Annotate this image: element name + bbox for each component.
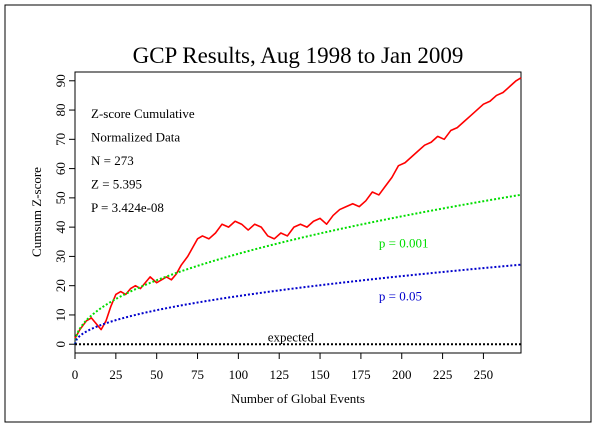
- series-labels: p = 0.001 p = 0.05 expected: [268, 236, 429, 345]
- stats-line: P = 3.424e-08: [91, 200, 164, 215]
- y-tick-label: 50: [53, 191, 68, 204]
- y-tick-label: 0: [53, 341, 68, 348]
- y-tick-label: 20: [53, 279, 68, 292]
- x-tick-label: 175: [351, 367, 371, 382]
- series-line-p001: [74, 193, 522, 345]
- figure-border: [4, 4, 592, 423]
- y-tick-label: 10: [53, 308, 68, 321]
- x-tick-label: 75: [191, 367, 204, 382]
- x-tick-label: 200: [392, 367, 412, 382]
- y-tick-label: 60: [53, 162, 68, 175]
- x-axis: 0 25 50 75 100 125 150 175 200 225 250: [72, 353, 493, 382]
- y-tick-label: 80: [53, 104, 68, 117]
- x-tick-label: 150: [310, 367, 330, 382]
- series-label-expected: expected: [268, 329, 315, 344]
- y-axis: 0 10 20 30 40 50 60 70 80 90: [53, 74, 75, 347]
- stats-block: Z-score Cumulative Normalized Data N = 273…: [91, 106, 195, 215]
- y-tick-label: 30: [53, 250, 68, 263]
- y-tick-label: 90: [53, 74, 68, 87]
- x-tick-label: 125: [269, 367, 289, 382]
- x-tick-label: 250: [474, 367, 494, 382]
- stats-line: Z = 5.395: [91, 177, 142, 192]
- plot-frame: [74, 71, 522, 354]
- x-tick-label: 225: [433, 367, 453, 382]
- stats-line: Z-score Cumulative: [91, 106, 195, 121]
- y-tick-label: 70: [53, 133, 68, 146]
- x-axis-label: Number of Global Events: [231, 391, 365, 406]
- stats-line: N = 273: [91, 153, 134, 168]
- y-tick-label: 40: [53, 221, 68, 234]
- series-line-p005: [74, 263, 522, 345]
- x-tick-label: 25: [109, 367, 122, 382]
- series-line-observed: [74, 77, 522, 339]
- stats-line: Normalized Data: [91, 130, 180, 145]
- y-axis-label: Cumsum Z-score: [29, 167, 44, 257]
- series-layer: [74, 77, 522, 346]
- series-label-p005: p = 0.05: [379, 288, 422, 303]
- x-tick-label: 50: [150, 367, 163, 382]
- series-label-p001: p = 0.001: [379, 236, 429, 251]
- chart-title: GCP Results, Aug 1998 to Jan 2009: [133, 43, 464, 68]
- x-tick-label: 0: [72, 367, 79, 382]
- x-tick-label: 100: [229, 367, 249, 382]
